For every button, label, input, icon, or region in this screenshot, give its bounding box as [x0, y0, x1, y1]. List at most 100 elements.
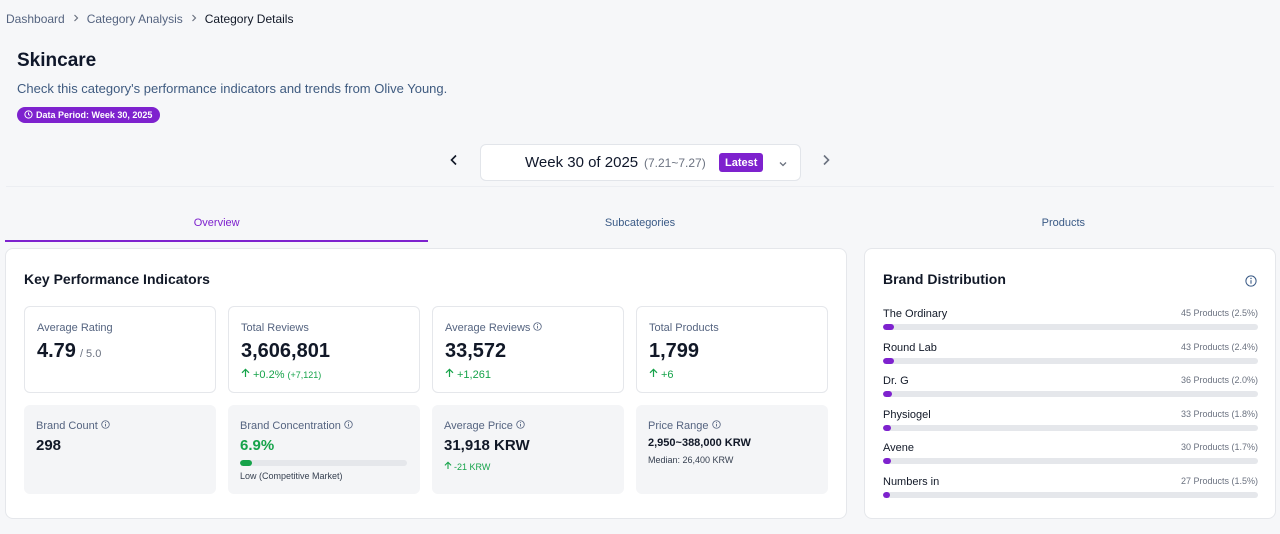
- brand-count-value: 298: [36, 437, 62, 454]
- price-range-median: Median: 26,400 KRW: [648, 455, 734, 465]
- info-icon[interactable]: [344, 420, 353, 432]
- brand-count: 43 Products (2.4%): [1180, 341, 1258, 352]
- brand-distribution-title: Brand Distribution: [883, 271, 1006, 287]
- brand-name: Avene: [883, 442, 914, 455]
- total-reviews-delta-percent: +0.2%: [253, 368, 285, 381]
- brand-bar-fill: [883, 424, 892, 431]
- brand-row: Numbers in 27 Products (1.5%): [883, 476, 1258, 510]
- info-icon[interactable]: [516, 420, 525, 432]
- brand-concentration-label: Brand Concentration: [240, 420, 341, 432]
- tab-products[interactable]: Products: [1041, 217, 1086, 229]
- chevron-right-icon: [190, 13, 198, 25]
- brand-concentration-card: Brand Concentration 6.9% Low (Competitiv…: [228, 405, 420, 494]
- data-period-label: Data Period: Week 30, 2025: [36, 110, 153, 120]
- brand-name: Round Lab: [883, 341, 937, 354]
- arrow-up-icon: [649, 368, 658, 381]
- average-price-card: Average Price 31,918 KRW -21 KRW: [432, 405, 624, 494]
- brand-count-label-row: Brand Count: [36, 420, 110, 432]
- total-reviews-card: Total Reviews 3,606,801 +0.2% (+7,121): [228, 306, 420, 393]
- arrow-up-icon: [241, 368, 250, 381]
- brand-distribution-panel: Brand Distribution The Ordinary 45 Produ…: [864, 248, 1276, 519]
- average-reviews-value: 33,572: [445, 340, 507, 362]
- tab-overview[interactable]: Overview: [5, 208, 429, 242]
- week-range: (7.21~7.27): [644, 156, 706, 170]
- average-price-delta: -21 KRW: [444, 461, 490, 472]
- brand-bar-fill: [883, 391, 892, 398]
- brand-bar: [883, 324, 1258, 330]
- brand-row: The Ordinary 45 Products (2.5%): [883, 308, 1258, 342]
- next-week-button[interactable]: [817, 153, 835, 171]
- brand-name: Dr. G: [883, 375, 909, 388]
- brand-concentration-bar: [240, 460, 407, 466]
- brand-concentration-bar-fill: [240, 460, 252, 466]
- price-range-label-row: Price Range: [648, 420, 721, 432]
- previous-week-button[interactable]: [445, 153, 463, 171]
- brand-count: 33 Products (1.8%): [1180, 408, 1258, 419]
- brand-bar-fill: [883, 324, 895, 330]
- breadcrumb-category-analysis[interactable]: Category Analysis: [86, 12, 183, 26]
- brand-bar: [883, 458, 1258, 465]
- arrow-up-icon: [444, 461, 452, 472]
- page-title: Skincare: [17, 50, 97, 71]
- brand-concentration-value: 6.9%: [240, 437, 275, 454]
- brand-row: Round Lab 43 Products (2.4%): [883, 342, 1258, 376]
- total-reviews-delta-count: (+7,121): [287, 369, 322, 380]
- average-reviews-delta-value: +1,261: [457, 368, 491, 381]
- brand-bar: [883, 491, 1258, 498]
- average-rating-number: 4.79: [37, 340, 76, 362]
- brand-bar: [883, 424, 1258, 431]
- tab-subcategories[interactable]: Subcategories: [604, 217, 676, 229]
- breadcrumb-dashboard[interactable]: Dashboard: [6, 12, 65, 26]
- total-products-label: Total Products: [649, 322, 719, 334]
- brand-bar-fill: [883, 357, 894, 364]
- brand-count: 27 Products (1.5%): [1180, 475, 1258, 486]
- brand-row: Avene 30 Products (1.7%): [883, 442, 1258, 476]
- price-range-card: Price Range 2,950~388,000 KRW Median: 26…: [636, 405, 828, 494]
- divider: [6, 186, 1274, 187]
- average-reviews-delta: +1,261: [445, 368, 491, 381]
- kpi-panel: Key Performance Indicators Average Ratin…: [5, 248, 847, 519]
- total-products-delta-value: +6: [661, 368, 674, 381]
- chevron-right-icon: [821, 153, 831, 171]
- brand-concentration-label-row: Brand Concentration: [240, 420, 353, 432]
- total-reviews-value: 3,606,801: [241, 340, 330, 362]
- breadcrumb: Dashboard Category Analysis Category Det…: [6, 12, 293, 26]
- clock-icon: [24, 109, 33, 121]
- brand-list: The Ordinary 45 Products (2.5%) Round La…: [883, 308, 1258, 510]
- kpi-panel-title: Key Performance Indicators: [24, 271, 210, 287]
- page-subtitle: Check this category's performance indica…: [17, 81, 448, 96]
- week-select[interactable]: Week 30 of 2025 (7.21~7.27) Latest: [480, 144, 801, 181]
- average-price-delta-value: -21 KRW: [454, 461, 491, 472]
- chevron-right-icon: [72, 13, 80, 25]
- tab-bar: Overview Subcategories Products: [5, 208, 1275, 242]
- brand-name: Numbers in: [883, 475, 940, 488]
- latest-badge: Latest: [719, 153, 764, 172]
- chevron-left-icon: [449, 153, 459, 171]
- brand-row: Dr. G 36 Products (2.0%): [883, 375, 1258, 409]
- brand-count: 45 Products (2.5%): [1180, 308, 1258, 318]
- arrow-up-icon: [445, 368, 454, 381]
- average-reviews-label: Average Reviews: [445, 322, 531, 334]
- total-products-card: Total Products 1,799 +6: [636, 306, 828, 393]
- brand-bar: [883, 357, 1258, 364]
- brand-name: Physiogel: [883, 408, 931, 421]
- average-price-label: Average Price: [444, 420, 513, 432]
- info-icon[interactable]: [711, 420, 721, 432]
- data-period-badge: Data Period: Week 30, 2025: [17, 107, 161, 123]
- price-range-value: 2,950~388,000 KRW: [648, 437, 751, 449]
- breadcrumb-current: Category Details: [204, 12, 294, 26]
- total-products-value: 1,799: [649, 340, 700, 362]
- average-rating-label: Average Rating: [37, 322, 113, 334]
- average-reviews-label-row: Average Reviews: [445, 322, 543, 334]
- average-rating-card: Average Rating 4.79/ 5.0: [24, 306, 216, 393]
- info-icon[interactable]: [533, 322, 543, 334]
- info-icon[interactable]: [101, 420, 110, 432]
- brand-bar: [883, 391, 1258, 398]
- price-range-label: Price Range: [648, 420, 709, 432]
- brand-count: 36 Products (2.0%): [1180, 375, 1258, 386]
- info-icon[interactable]: [1245, 274, 1257, 287]
- total-reviews-label: Total Reviews: [241, 322, 309, 334]
- average-rating-value: 4.79/ 5.0: [37, 340, 101, 363]
- average-price-label-row: Average Price: [444, 420, 525, 432]
- brand-bar-fill: [883, 491, 890, 498]
